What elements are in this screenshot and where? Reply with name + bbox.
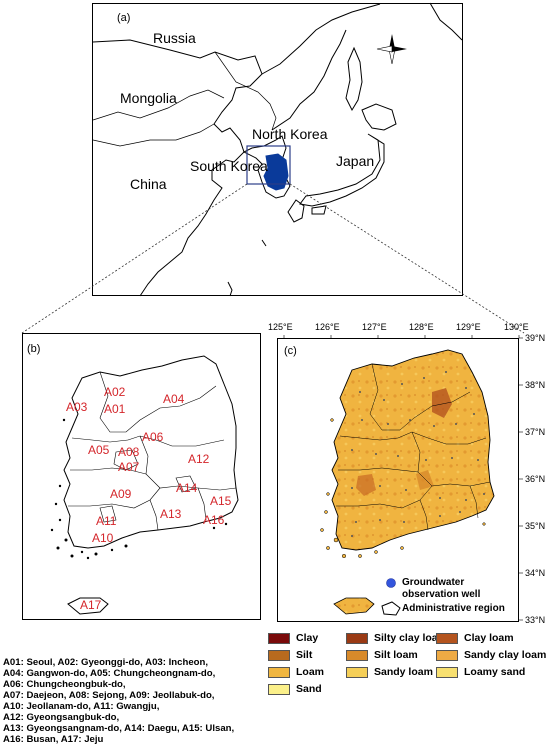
soil-swatch: [268, 632, 290, 644]
legend-well-line2: observation well: [402, 589, 481, 600]
region-code-line: A10: Jeollanam-do, A11: Gwangju,: [3, 701, 160, 712]
lon-tick: 130°E: [504, 322, 529, 332]
soil-legend-item-clay-loam: Clay loam: [436, 632, 514, 644]
soil-legend-item-clay: Clay: [268, 632, 318, 644]
soil-swatch: [436, 649, 458, 661]
panel-a-label: (a): [117, 12, 131, 24]
lon-tick: 129°E: [456, 322, 481, 332]
lat-tick: 38°N: [525, 380, 546, 390]
soil-legend-item-sandy-loam: Sandy loam: [346, 666, 433, 678]
region-label-a07: A07: [118, 460, 140, 474]
soil-legend-label: Sand: [296, 683, 322, 695]
region-label-a10: A10: [92, 531, 114, 545]
country-label-south-korea: South Korea: [190, 158, 268, 174]
soil-swatch: [268, 649, 290, 661]
region-label-a03: A03: [66, 400, 88, 414]
soil-legend-item-loamy-sand: Loamy sand: [436, 666, 525, 678]
soil-legend-label: Silt loam: [374, 649, 418, 661]
region-label-a13: A13: [160, 507, 182, 521]
soil-legend-item-silt-loam: Silt loam: [346, 649, 418, 661]
soil-legend-label: Sandy loam: [374, 666, 433, 678]
soil-swatch: [346, 632, 368, 644]
soil-legend-label: Loam: [296, 666, 325, 678]
lon-tick: 128°E: [409, 322, 434, 332]
region-label-a09: A09: [110, 487, 132, 501]
country-label-mongolia: Mongolia: [120, 90, 177, 106]
country-label-china: China: [130, 176, 167, 192]
lat-tick: 36°N: [525, 474, 546, 484]
region-label-a17: A17: [80, 598, 102, 612]
soil-legend-label: Silt: [296, 649, 313, 661]
region-label-a04: A04: [163, 392, 185, 406]
soil-swatch: [436, 666, 458, 678]
panel-c-label: (c): [284, 345, 297, 357]
well-legend-icon: [386, 578, 396, 588]
region-label-a14: A14: [176, 481, 198, 495]
lon-tick: 127°E: [362, 322, 387, 332]
region-code-line: A12: Gyeongsangbuk-do,: [3, 712, 120, 723]
soil-swatch: [346, 666, 368, 678]
region-label-a11: A11: [96, 514, 117, 528]
north-arrow-icon: [376, 34, 407, 65]
soil-swatch: [268, 683, 290, 695]
soil-legend-label: Sandy clay loam: [464, 649, 547, 661]
soil-swatch: [436, 632, 458, 644]
region-label-a05: A05: [88, 443, 110, 457]
soil-legend-label: Clay: [296, 632, 319, 644]
lat-tick: 34°N: [525, 568, 546, 578]
country-label-japan: Japan: [336, 153, 375, 169]
panel-a-regional-map: [92, 3, 463, 296]
soil-legend-item-loam: Loam: [268, 666, 324, 678]
region-label-a15: A15: [210, 494, 232, 508]
soil-swatch: [346, 649, 368, 661]
panel-b-admin-regions-map: [22, 333, 261, 620]
region-code-line: A06: Chungcheongbuk-do,: [3, 679, 126, 690]
region-label-a08: A08: [118, 445, 140, 459]
country-label-north-korea: North Korea: [252, 126, 328, 142]
panel-b-label: (b): [27, 343, 41, 355]
soil-legend-label: Clay loam: [464, 632, 514, 644]
lat-tick: 39°N: [525, 333, 546, 343]
legend-admin-region: Administrative region: [402, 603, 505, 614]
admin-region-legend-icon: [381, 601, 401, 616]
region-code-line: A07: Daejeon, A08: Sejong, A09: Jeollabu…: [3, 690, 215, 701]
soil-legend-item-silty-clay-loam: Silty clay loam: [346, 632, 447, 644]
region-code-line: A04: Gangwon-do, A05: Chungcheongnam-do,: [3, 668, 216, 679]
region-label-a06: A06: [142, 430, 164, 444]
region-label-a16: A16: [203, 513, 225, 527]
soil-legend-item-silt: Silt: [268, 649, 312, 661]
soil-legend-label: Loamy sand: [464, 666, 526, 678]
soil-legend-item-sandy-clay-loam: Sandy clay loam: [436, 649, 546, 661]
region-label-a01: A01: [104, 402, 126, 416]
lat-tick: 35°N: [525, 521, 546, 531]
lat-tick: 37°N: [525, 427, 546, 437]
lat-tick: 33°N: [525, 615, 546, 625]
lon-tick: 126°E: [315, 322, 340, 332]
soil-swatch: [268, 666, 290, 678]
soil-legend-item-sand: Sand: [268, 683, 322, 695]
region-code-list: A01: Seoul, A02: Gyeonggi-do, A03: Inche…: [3, 657, 234, 745]
region-code-line: A13: Gyeongsangnam-do, A14: Daegu, A15: …: [3, 723, 235, 734]
legend-well-line1: Groundwater: [402, 577, 465, 588]
region-code-line: A01: Seoul, A02: Gyeonggi-do, A03: Inche…: [3, 657, 209, 668]
country-label-russia: Russia: [153, 30, 196, 46]
region-label-a02: A02: [104, 385, 126, 399]
soil-legend-label: Silty clay loam: [374, 632, 447, 644]
region-label-a12: A12: [188, 452, 210, 466]
lon-tick: 125°E: [268, 322, 293, 332]
